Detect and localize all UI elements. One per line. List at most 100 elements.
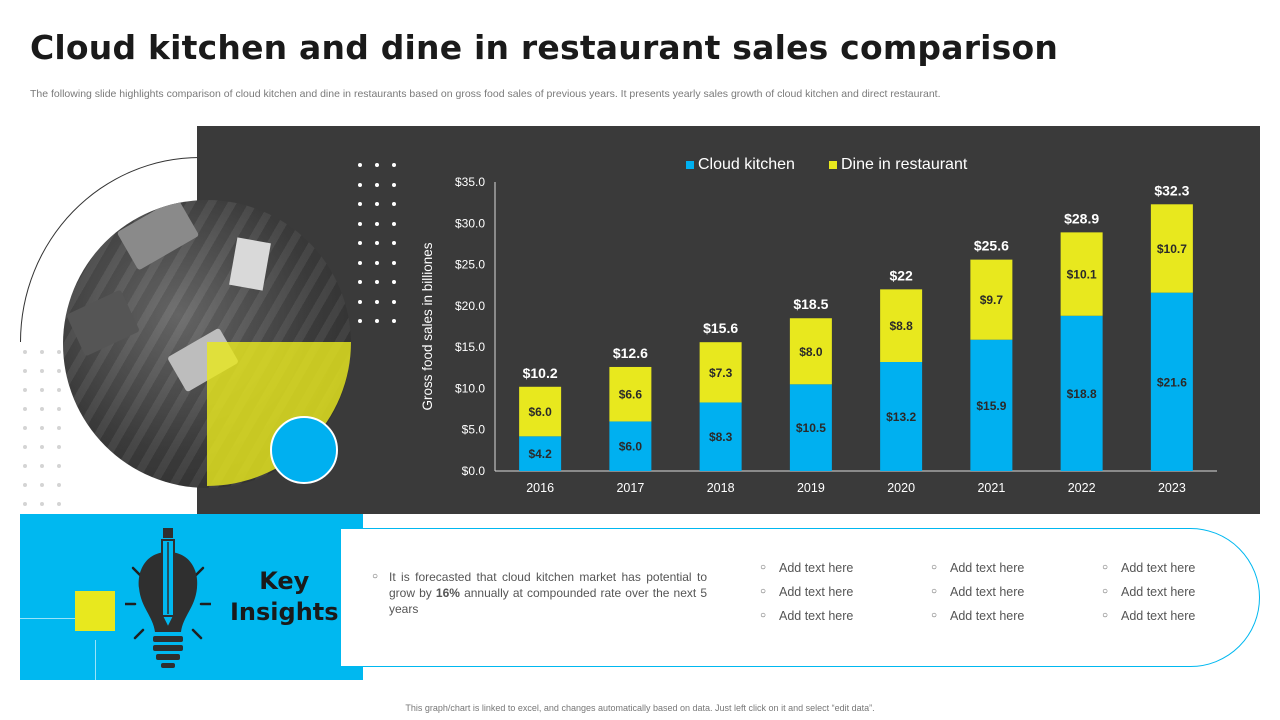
y-axis-label: Gross food sales in billiones — [420, 242, 435, 410]
y-tick-label: $15.0 — [455, 340, 485, 354]
bar-cloud-kitchen — [1150, 292, 1193, 471]
data-label-cloud-kitchen: $10.5 — [796, 421, 826, 435]
connector-line — [95, 640, 96, 680]
bar-cloud-kitchen — [880, 362, 923, 471]
dot — [57, 426, 61, 430]
bar-dine-in — [519, 386, 562, 437]
dot — [23, 350, 27, 354]
data-label-cloud-kitchen: $21.6 — [1157, 375, 1187, 389]
bar-cloud-kitchen — [789, 384, 832, 471]
y-tick-label: $25.0 — [455, 258, 485, 272]
y-tick-label: $20.0 — [455, 299, 485, 313]
bullet-list-3: Add text here Add text here Add text her… — [1102, 560, 1195, 632]
data-label-dine-in: $10.7 — [1157, 242, 1187, 256]
y-tick-label: $35.0 — [455, 175, 485, 189]
dot — [392, 202, 396, 206]
stacked-bar-chart: $0.0 $5.0 $10.0 $15.0 $20.0 $25.0 $30.0 $35.0 Gr… — [420, 156, 1217, 495]
dot — [375, 241, 379, 245]
dot — [375, 221, 379, 226]
dot — [392, 182, 396, 187]
dot-grid-grey — [23, 350, 61, 506]
total-label: $32.3 — [1154, 182, 1189, 198]
bar-dine-in — [970, 259, 1013, 340]
dot — [358, 280, 362, 284]
dot — [375, 202, 379, 206]
page-subtitle: The following slide highlights compariso… — [30, 88, 941, 100]
dot — [40, 407, 44, 411]
data-label-dine-in: $6.0 — [528, 405, 552, 419]
legend-label-cloud-kitchen: Cloud kitchen — [698, 156, 795, 173]
dot — [375, 163, 379, 167]
yellow-square — [75, 591, 115, 631]
dot — [23, 464, 27, 468]
bullet-item: Add text here — [1102, 584, 1195, 608]
x-tick-label: 2022 — [1068, 481, 1096, 495]
data-label-cloud-kitchen: $6.0 — [619, 440, 643, 454]
data-label-cloud-kitchen: $8.3 — [709, 430, 733, 444]
bar-dine-in — [789, 318, 832, 385]
dot — [23, 426, 27, 430]
dot — [358, 202, 362, 206]
dot — [40, 502, 44, 506]
data-label-dine-in: $10.1 — [1067, 268, 1097, 282]
x-tick-label: 2021 — [977, 481, 1005, 495]
bullet-item: Add text here — [760, 560, 853, 584]
total-label: $28.9 — [1064, 210, 1099, 226]
legend-swatch-dine-in — [829, 161, 837, 169]
dot — [358, 163, 362, 167]
dot — [392, 319, 396, 323]
dot — [392, 299, 396, 304]
x-tick-label: 2017 — [616, 481, 644, 495]
bar-dine-in — [1060, 232, 1103, 316]
x-tick-label: 2020 — [887, 481, 915, 495]
bar-dine-in — [880, 289, 923, 363]
dot — [358, 221, 362, 226]
legend-swatch-cloud-kitchen — [686, 161, 694, 169]
bullet-item: Add text here — [760, 608, 853, 632]
bullet-list-1: Add text here Add text here Add text her… — [760, 560, 853, 632]
bullet-item: Add text here — [1102, 608, 1195, 632]
bar-dine-in — [699, 342, 742, 403]
dot — [23, 502, 27, 506]
total-label: $12.6 — [613, 345, 648, 361]
dot — [57, 388, 61, 392]
dot — [358, 260, 362, 265]
total-label: $22 — [889, 267, 913, 283]
data-label-cloud-kitchen: $15.9 — [976, 399, 1006, 413]
bullet-item: Add text here — [931, 560, 1024, 584]
bullet-item: Add text here — [760, 584, 853, 608]
dot — [375, 260, 379, 265]
key-insights-line2: Insights — [230, 598, 339, 626]
total-label: $25.6 — [974, 238, 1009, 254]
x-tick-label: 2016 — [526, 481, 554, 495]
bar-dine-in — [1150, 204, 1193, 293]
y-tick-label: $10.0 — [455, 381, 485, 395]
dot — [358, 299, 362, 304]
bar-cloud-kitchen — [1060, 315, 1103, 471]
bullet-item: Add text here — [931, 608, 1024, 632]
data-label-cloud-kitchen: $13.2 — [886, 410, 916, 424]
forecast-text: It is forecasted that cloud kitchen mark… — [372, 569, 707, 617]
forecast-text-start: It is forecasted that cloud kitchen mark… — [389, 570, 707, 600]
bullet-list-2: Add text here Add text here Add text her… — [931, 560, 1024, 632]
bullet-item: Add text here — [931, 584, 1024, 608]
dot — [40, 445, 44, 449]
data-label-cloud-kitchen: $4.2 — [528, 447, 552, 461]
bar-cloud-kitchen — [609, 421, 652, 471]
dot — [40, 426, 44, 430]
y-tick-label: $5.0 — [462, 423, 486, 437]
dot-grid-white — [358, 163, 396, 323]
dot — [375, 182, 379, 187]
bar-cloud-kitchen — [519, 436, 562, 471]
total-label: $18.5 — [793, 296, 828, 312]
dot — [392, 280, 396, 284]
bullet-item: Add text here — [1102, 560, 1195, 584]
data-label-dine-in: $9.7 — [980, 293, 1004, 307]
dot — [358, 182, 362, 187]
dot — [23, 388, 27, 392]
x-tick-label: 2023 — [1158, 481, 1186, 495]
footer-note: This graph/chart is linked to excel, and… — [405, 703, 875, 713]
dot — [57, 464, 61, 468]
key-insights-line1: Key — [259, 567, 310, 595]
connector-line — [20, 618, 80, 619]
